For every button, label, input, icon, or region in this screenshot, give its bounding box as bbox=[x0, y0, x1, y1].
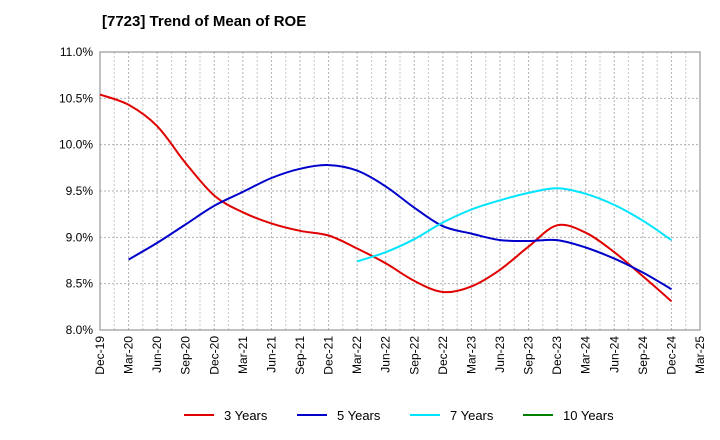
x-tick-label: Jun-20 bbox=[150, 336, 164, 373]
legend: 3 Years 5 Years 7 Years 10 Years bbox=[184, 408, 614, 423]
x-tick-label: Mar-24 bbox=[579, 336, 593, 374]
plot-area bbox=[99, 51, 701, 331]
y-tick-label: 9.0% bbox=[66, 230, 94, 244]
plot-border bbox=[99, 51, 701, 331]
x-tick-label: Mar-20 bbox=[122, 336, 136, 374]
series-line-3-years bbox=[99, 93, 673, 303]
x-tick-label: Dec-23 bbox=[550, 336, 564, 375]
y-tick-label: 9.5% bbox=[66, 184, 94, 198]
legend-label: 7 Years bbox=[450, 408, 494, 423]
grid bbox=[99, 51, 701, 331]
x-tick-label: Sep-23 bbox=[522, 336, 536, 375]
series-line-7-years bbox=[356, 187, 672, 263]
y-tick-label: 11.0% bbox=[60, 45, 93, 59]
x-tick-label: Mar-22 bbox=[350, 336, 364, 374]
y-tick-label: 10.0% bbox=[59, 138, 93, 152]
y-axis-ticks: 8.0% 8.5% 9.0% 9.5% 10.0% 10.5% 11.0% bbox=[59, 45, 93, 337]
x-tick-label: Jun-23 bbox=[493, 336, 507, 373]
x-tick-label: Jun-22 bbox=[379, 336, 393, 373]
legend-label: 10 Years bbox=[563, 408, 614, 423]
x-tick-label: Dec-22 bbox=[436, 336, 450, 375]
x-tick-label: Jun-21 bbox=[264, 336, 278, 373]
x-tick-label: Sep-20 bbox=[179, 336, 193, 375]
legend-label: 5 Years bbox=[337, 408, 381, 423]
x-tick-label: Sep-21 bbox=[293, 336, 307, 375]
y-tick-label: 8.0% bbox=[66, 323, 94, 337]
series-line-5-years bbox=[128, 164, 672, 291]
chart-title: [7723] Trend of Mean of ROE bbox=[102, 13, 307, 30]
x-tick-label: Sep-22 bbox=[407, 336, 421, 375]
x-tick-label: Mar-21 bbox=[236, 336, 250, 374]
x-tick-label: Dec-19 bbox=[93, 336, 107, 375]
x-axis-ticks: Dec-19 Mar-20 Jun-20 Sep-20 Dec-20 Mar-21 Jun-… bbox=[93, 336, 707, 375]
x-tick-label: Mar-25 bbox=[693, 336, 707, 374]
y-tick-label: 8.5% bbox=[66, 277, 94, 291]
y-tick-label: 10.5% bbox=[59, 91, 93, 105]
x-tick-label: Sep-24 bbox=[636, 336, 650, 375]
x-tick-label: Jun-24 bbox=[607, 336, 621, 373]
x-tick-label: Dec-21 bbox=[322, 336, 336, 375]
series-lines bbox=[99, 93, 673, 303]
legend-label: 3 Years bbox=[224, 408, 268, 423]
x-tick-label: Mar-23 bbox=[464, 336, 478, 374]
x-tick-label: Dec-20 bbox=[207, 336, 221, 375]
x-tick-label: Dec-24 bbox=[664, 336, 678, 375]
